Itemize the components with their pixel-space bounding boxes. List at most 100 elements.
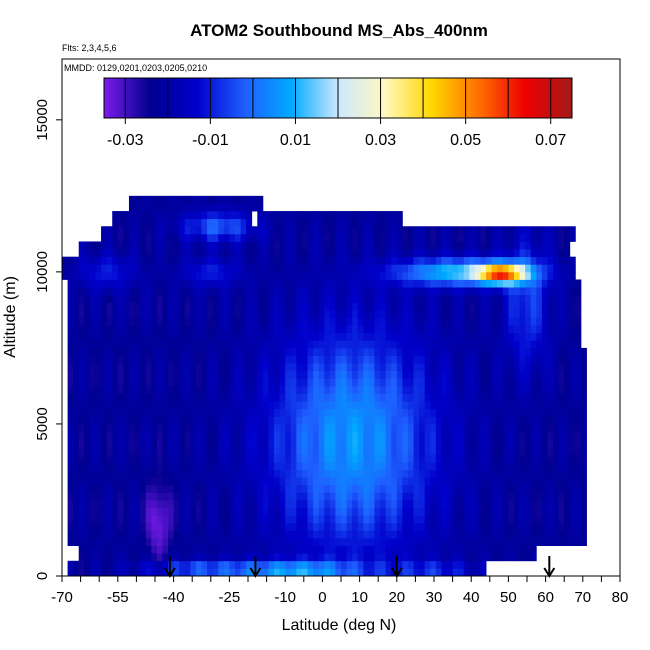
heatmap-cell <box>145 537 152 546</box>
heatmap-cell <box>491 431 498 440</box>
heatmap-cell <box>123 484 130 493</box>
heatmap-cell <box>374 226 381 235</box>
heatmap-cell <box>564 226 571 235</box>
heatmap-cell <box>268 423 275 432</box>
heatmap-cell <box>407 553 414 562</box>
heatmap-cell <box>402 302 409 311</box>
heatmap-cell <box>195 347 202 356</box>
heatmap-cell <box>547 408 554 417</box>
heatmap-cell <box>201 340 208 349</box>
heatmap-cell <box>580 522 587 531</box>
heatmap-cell <box>447 317 453 326</box>
heatmap-cell <box>357 317 364 326</box>
heatmap-cell <box>73 279 80 288</box>
heatmap-cell <box>335 378 342 387</box>
heatmap-cell <box>173 393 180 402</box>
heatmap-cell <box>352 249 359 258</box>
heatmap-cell <box>491 325 498 334</box>
heatmap-cell <box>402 568 409 576</box>
heatmap-cell <box>128 469 135 478</box>
heatmap-cell <box>452 431 459 440</box>
heatmap-cell <box>575 363 582 372</box>
heatmap-cell <box>290 271 297 280</box>
heatmap-cell <box>519 408 526 417</box>
heatmap-cell <box>474 492 481 501</box>
heatmap-cell <box>240 195 247 204</box>
heatmap-cell <box>474 560 481 569</box>
heatmap-cell <box>368 279 375 288</box>
heatmap-cell <box>313 347 320 356</box>
heatmap-cell <box>452 515 459 524</box>
heatmap-cell <box>240 553 247 562</box>
heatmap-cell <box>413 484 420 493</box>
heatmap-cell <box>229 537 236 546</box>
heatmap-cell <box>78 302 85 311</box>
heatmap-cell <box>234 287 241 296</box>
heatmap-cell <box>513 332 520 341</box>
heatmap-cell <box>134 530 141 539</box>
heatmap-cell <box>374 256 381 265</box>
heatmap-cell <box>525 317 532 326</box>
heatmap-cell <box>140 347 147 356</box>
heatmap-cell <box>402 507 409 516</box>
heatmap-cell <box>402 287 409 296</box>
heatmap-cell <box>402 484 409 493</box>
heatmap-cell <box>424 287 431 296</box>
heatmap-cell <box>480 515 487 524</box>
heatmap-cell <box>558 469 565 478</box>
heatmap-cell <box>413 370 420 379</box>
heatmap-cell <box>112 226 119 235</box>
heatmap-cell <box>385 271 392 280</box>
heatmap-cell <box>184 264 191 273</box>
heatmap-cell <box>301 492 308 501</box>
heatmap-cell <box>374 469 381 478</box>
heatmap-cell <box>368 378 375 387</box>
heatmap-cell <box>318 370 325 379</box>
heatmap-cell <box>201 332 208 341</box>
heatmap-cell <box>541 332 548 341</box>
heatmap-cell <box>525 477 532 486</box>
heatmap-cell <box>234 431 241 440</box>
heatmap-cell <box>240 226 247 235</box>
heatmap-cell <box>480 408 487 417</box>
heatmap-cell <box>341 431 347 440</box>
heatmap-cell <box>368 522 375 531</box>
heatmap-cell <box>313 499 320 508</box>
heatmap-cell <box>396 492 403 501</box>
heatmap-cell <box>396 385 403 394</box>
heatmap-cell <box>201 256 208 265</box>
heatmap-cell <box>391 233 398 242</box>
heatmap-cell <box>229 370 236 379</box>
heatmap-cell <box>240 385 247 394</box>
heatmap-cell <box>268 226 275 235</box>
heatmap-cell <box>435 332 442 341</box>
heatmap-cell <box>101 325 108 334</box>
heatmap-cell <box>128 271 135 280</box>
heatmap-cell <box>67 317 74 326</box>
heatmap-cell <box>279 347 286 356</box>
heatmap-cell <box>201 355 208 364</box>
heatmap-cell <box>441 537 448 546</box>
heatmap-cell <box>201 203 208 212</box>
heatmap-cell <box>195 195 202 204</box>
heatmap-cell <box>296 264 303 273</box>
heatmap-cell <box>274 256 281 265</box>
heatmap-cell <box>441 378 448 387</box>
heatmap-cell <box>480 385 487 394</box>
heatmap-cell <box>324 241 331 250</box>
heatmap-cell <box>363 530 370 539</box>
heatmap-cell <box>435 385 442 394</box>
heatmap-cell <box>84 507 91 516</box>
heatmap-cell <box>357 309 364 318</box>
heatmap-cell <box>240 218 247 227</box>
heatmap-cell <box>162 370 169 379</box>
heatmap-cell <box>285 507 292 516</box>
heatmap-cell <box>491 347 498 356</box>
heatmap-cell <box>391 484 398 493</box>
heatmap-cell <box>173 279 180 288</box>
heatmap-cell <box>513 499 520 508</box>
heatmap-cell <box>106 401 113 410</box>
heatmap-cell <box>184 530 191 539</box>
heatmap-cell <box>240 249 247 258</box>
heatmap-cell <box>413 537 420 546</box>
